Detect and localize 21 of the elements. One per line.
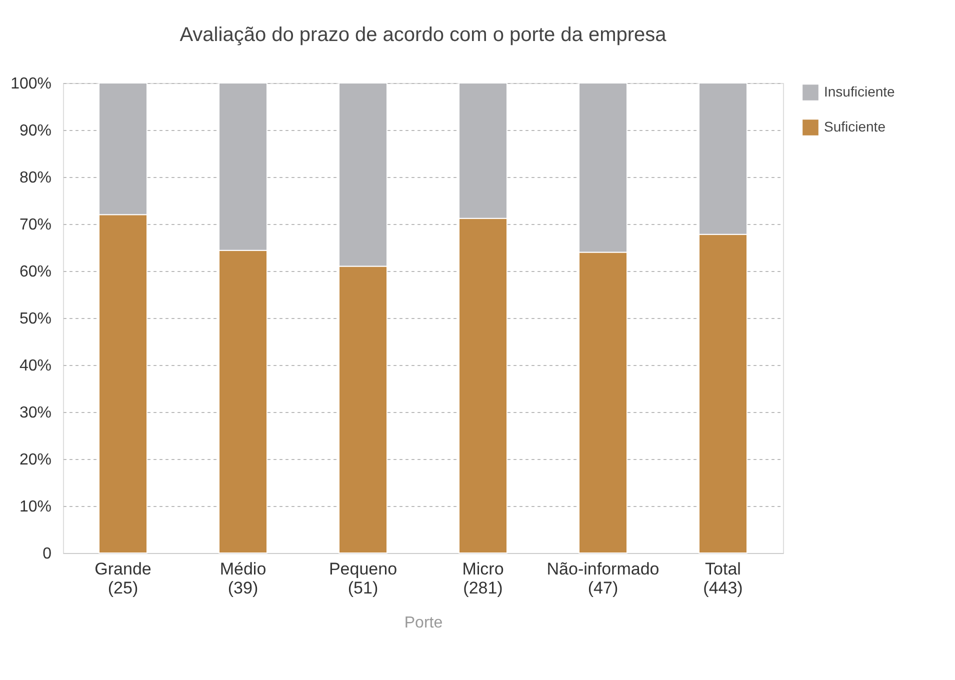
y-tick-label: 100% (10, 76, 52, 92)
legend-label: Insuficiente (824, 84, 896, 100)
y-tick-label: 10% (19, 498, 52, 516)
y-tick-label: 40% (19, 358, 52, 374)
y-tick-label: 80% (19, 170, 52, 186)
y-tick-label: 70% (19, 216, 52, 234)
chart-title: Avaliação do prazo de acordo com o porte da empresa (180, 24, 668, 46)
x-tick-label: Micro (281) (462, 560, 504, 598)
y-tick-label: 50% (19, 310, 52, 328)
x-tick-label: Grande (25) (94, 560, 152, 598)
y-tick-label: 30% (19, 404, 52, 422)
x-tick-label: Não-informado (47) (546, 560, 660, 598)
x-tick-label: Total (443) (703, 560, 743, 598)
x-tick-label: Pequeno (51) (328, 560, 398, 598)
legend-label: Suficiente (824, 118, 886, 134)
x-axis-title: Porte (404, 614, 443, 632)
x-tick-label: Médio (39) (220, 560, 266, 598)
y-tick-label: 0 (42, 546, 52, 562)
y-tick-label: 60% (19, 264, 52, 280)
y-tick-label: 20% (19, 452, 52, 468)
y-tick-label: 90% (19, 122, 52, 140)
